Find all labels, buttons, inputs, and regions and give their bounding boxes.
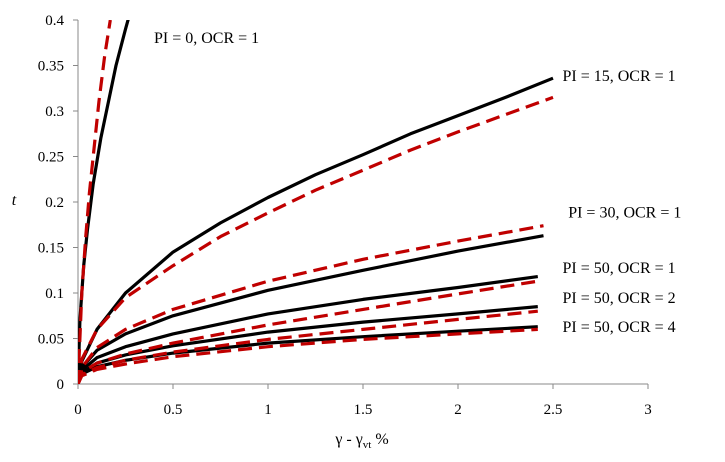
- x-axis-title-subscript: vt: [363, 439, 372, 451]
- curve-label: PI = 50, OCR = 4: [563, 319, 676, 336]
- curve-label: PI = 50, OCR = 1: [563, 260, 676, 277]
- dashed-series-line: [78, 279, 539, 384]
- plot-area: [78, 20, 554, 384]
- x-axis-ticks: 0 0.5 1 1.5 2 2.5 3: [74, 384, 652, 418]
- x-tick-label: 0.5: [164, 402, 183, 418]
- solid-series-line: [78, 76, 554, 384]
- curve-label: PI = 15, OCR = 1: [563, 68, 676, 85]
- x-axis-title: γ - γvt %: [334, 431, 388, 451]
- curve-labels: PI = 0, OCR = 1 PI = 15, OCR = 1 PI = 30, …: [154, 30, 681, 336]
- y-axis-ticks: 0 0.05 0.1 0.15 0.2 0.25 0.3 0.35 0.4: [38, 13, 78, 393]
- y-tick-label: 0.1: [45, 286, 64, 302]
- x-tick-label: 1: [264, 402, 272, 418]
- solid-series-line: [78, 325, 538, 384]
- x-tick-label: 3: [644, 402, 652, 418]
- solid-series-line: [78, 305, 538, 384]
- x-axis-title-suffix: %: [371, 431, 388, 448]
- solid-series-line: [78, 275, 539, 384]
- y-tick-label: 0.4: [45, 13, 64, 29]
- y-tick-label: 0: [57, 377, 65, 393]
- dashed-series-line: [78, 95, 554, 384]
- x-axis-title-main: γ - γ: [334, 431, 362, 448]
- series-layer: [78, 20, 554, 384]
- dashed-series-line: [78, 224, 544, 384]
- curve-label: PI = 0, OCR = 1: [154, 30, 259, 47]
- x-tick-label: 1.5: [354, 402, 373, 418]
- x-tick-label: 2.5: [544, 402, 563, 418]
- y-axis-title: t: [12, 192, 17, 209]
- curve-label: PI = 30, OCR = 1: [568, 204, 681, 221]
- x-tick-label: 2: [454, 402, 462, 418]
- dashed-series-line: [78, 20, 112, 384]
- y-tick-label: 0.2: [45, 195, 64, 211]
- y-tick-label: 0.25: [38, 150, 64, 166]
- y-tick-label: 0.3: [45, 104, 64, 120]
- y-tick-label: 0.05: [38, 332, 64, 348]
- y-tick-label: 0.35: [38, 59, 64, 75]
- curve-label: PI = 50, OCR = 2: [563, 290, 676, 307]
- x-tick-label: 0: [74, 402, 82, 418]
- y-tick-label: 0.15: [38, 241, 64, 257]
- dashed-series-line: [78, 309, 538, 384]
